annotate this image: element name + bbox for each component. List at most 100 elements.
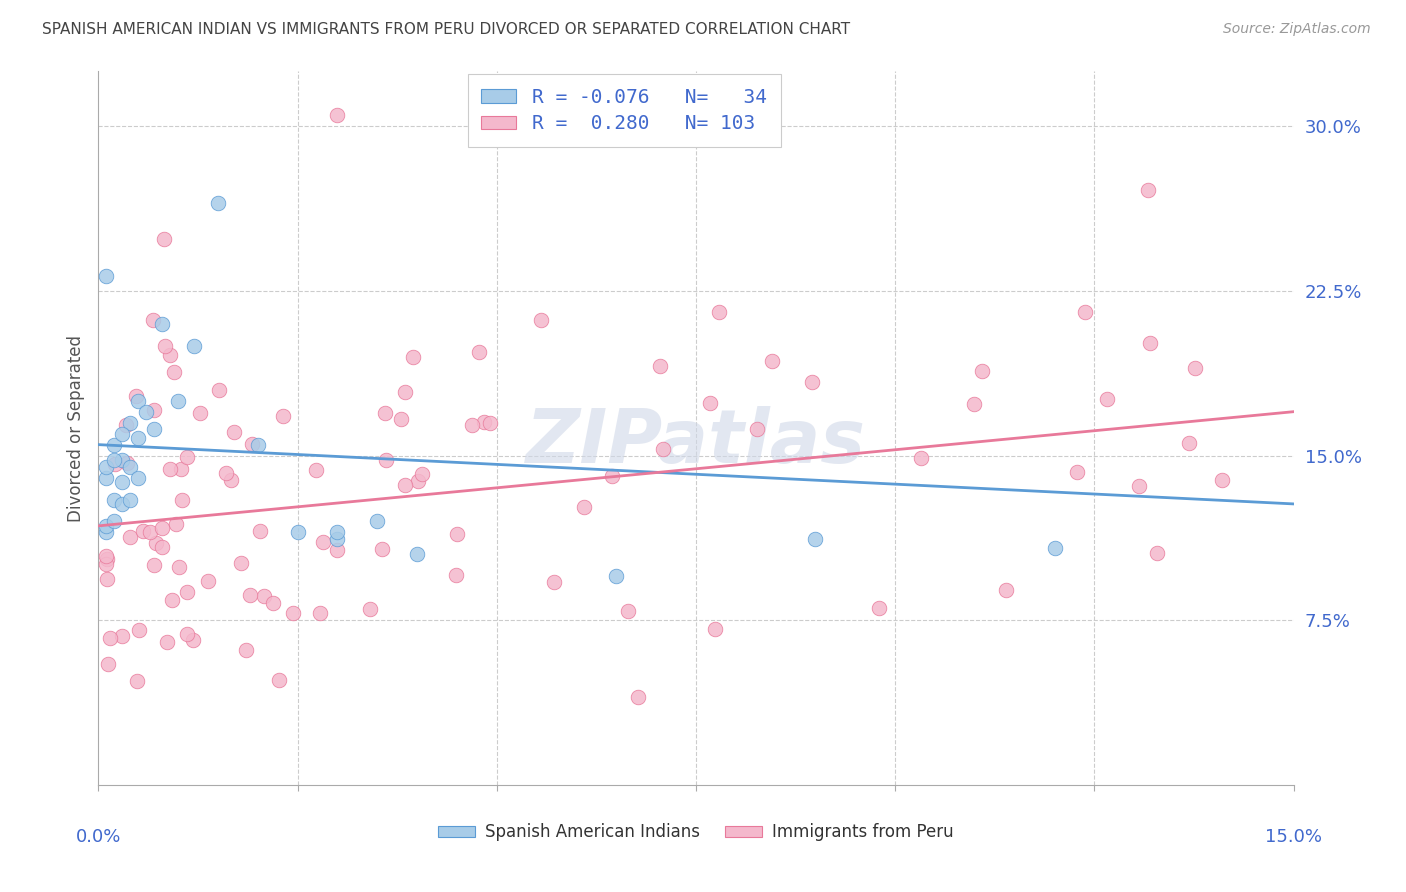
Text: 15.0%: 15.0% (1265, 828, 1322, 846)
Point (170, 461, 193, 475)
Point (479, 416, 502, 430)
Point (627, 690, 650, 704)
Point (219, 473, 242, 487)
Point (253, 589, 276, 603)
Text: SPANISH AMERICAN INDIAN VS IMMIGRANTS FROM PERU DIVORCED OR SEPARATED CORRELATIO: SPANISH AMERICAN INDIAN VS IMMIGRANTS FR… (42, 22, 851, 37)
Point (103, 492, 125, 507)
Point (103, 437, 125, 451)
Point (326, 543, 349, 558)
Point (96, 470, 118, 484)
Y-axis label: Divorced or Separated: Divorced or Separated (66, 334, 84, 522)
Point (1139, 336, 1161, 351)
Point (111, 497, 134, 511)
Point (530, 313, 553, 327)
Point (152, 540, 174, 554)
Point (374, 406, 396, 420)
Point (543, 574, 565, 589)
Point (111, 629, 134, 643)
Point (370, 541, 392, 556)
Point (1097, 392, 1119, 406)
Point (103, 515, 125, 529)
Point (159, 462, 181, 476)
Point (652, 442, 675, 457)
Point (208, 384, 231, 398)
Point (176, 585, 198, 599)
Legend: Spanish American Indians, Immigrants from Peru: Spanish American Indians, Immigrants fro… (432, 817, 960, 848)
Point (96, 459, 118, 474)
Point (125, 674, 148, 689)
Point (96, 268, 118, 283)
Point (394, 384, 416, 399)
Point (153, 232, 176, 246)
Point (103, 453, 125, 467)
Point (176, 627, 198, 641)
Point (1184, 361, 1206, 376)
Point (312, 534, 335, 549)
Point (1137, 183, 1160, 197)
Point (745, 422, 768, 436)
Point (139, 524, 162, 539)
Point (801, 376, 824, 390)
Point (910, 450, 932, 465)
Point (1074, 304, 1097, 318)
Point (160, 592, 183, 607)
Point (145, 536, 167, 550)
Point (1146, 546, 1168, 560)
Point (472, 415, 495, 429)
Point (111, 475, 134, 489)
Point (249, 524, 271, 538)
Point (98, 631, 121, 645)
Point (359, 602, 381, 616)
Point (188, 406, 211, 420)
Point (183, 633, 205, 648)
Point (271, 409, 294, 423)
Point (305, 463, 328, 477)
Point (207, 196, 229, 211)
Point (120, 416, 142, 430)
Point (605, 569, 627, 583)
Point (96, 519, 118, 533)
Point (703, 622, 725, 636)
Point (142, 312, 165, 326)
Point (1211, 473, 1233, 487)
Point (269, 673, 291, 687)
Point (96, 572, 118, 586)
Point (128, 624, 150, 638)
Point (114, 418, 136, 433)
Text: ZIPatlas: ZIPatlas (526, 406, 866, 479)
Point (127, 470, 149, 484)
Point (326, 108, 349, 122)
Point (143, 422, 166, 436)
Point (574, 500, 596, 515)
Point (96, 551, 118, 566)
Point (127, 393, 149, 408)
Point (374, 453, 396, 467)
Point (135, 405, 157, 419)
Point (262, 596, 284, 610)
Point (461, 417, 484, 432)
Point (215, 466, 238, 480)
Point (96, 549, 118, 564)
Point (229, 557, 252, 571)
Point (165, 517, 187, 532)
Point (197, 574, 219, 588)
Point (1066, 465, 1088, 479)
Point (963, 396, 986, 410)
Point (224, 425, 246, 440)
Point (972, 363, 994, 377)
Point (127, 431, 149, 445)
Point (120, 459, 142, 474)
Point (281, 606, 304, 620)
Point (111, 426, 134, 441)
Point (183, 339, 205, 353)
Point (309, 606, 332, 620)
Point (1043, 541, 1066, 555)
Point (115, 456, 138, 470)
Text: Source: ZipAtlas.com: Source: ZipAtlas.com (1223, 22, 1371, 37)
Point (156, 635, 179, 649)
Point (617, 604, 640, 618)
Point (111, 453, 134, 467)
Point (240, 436, 263, 450)
Point (159, 348, 181, 362)
Text: 0.0%: 0.0% (76, 828, 121, 846)
